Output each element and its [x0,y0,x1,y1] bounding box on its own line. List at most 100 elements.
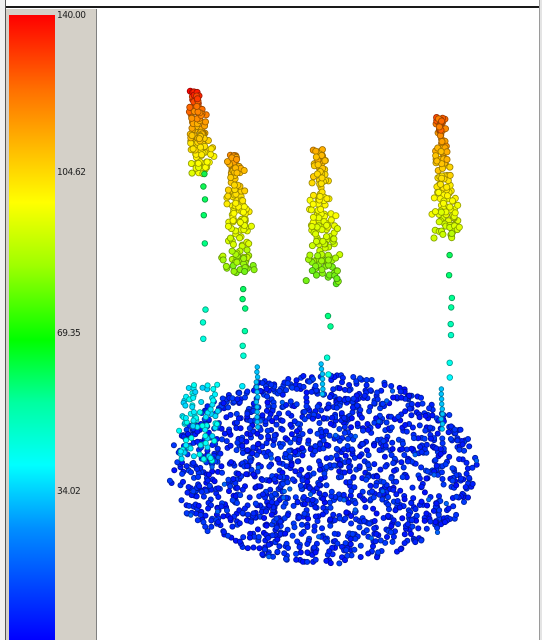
ground-point [310,470,317,477]
ground-point [244,447,251,454]
ground-point [342,452,349,459]
3d-viewport[interactable] [97,9,539,640]
ground-point [204,477,211,484]
ground-point [418,537,425,544]
ground-point [357,554,364,561]
tree-crown-point [308,179,316,187]
window-top-border [0,0,542,8]
ground-point [244,388,251,395]
ground-point [288,431,295,438]
ground-point [372,482,379,489]
shrub-point [214,408,221,415]
ground-point [427,518,434,525]
ground-point [408,517,415,524]
shrub-point [202,440,209,447]
ground-point [372,538,379,545]
ground-point [286,447,293,454]
ground-point [304,541,311,548]
ground-point [351,546,358,553]
shrub-point [192,388,199,395]
ground-point [356,453,363,460]
ground-point [466,443,473,450]
tree-crown-point [448,197,456,205]
shrub-point [207,406,214,413]
ground-point [229,523,236,530]
ground-point [188,469,195,476]
tree-trunk-point [445,272,453,279]
ground-point [381,381,388,388]
ground-point [314,403,321,410]
tree-crown-point [227,173,235,181]
ground-point [363,476,370,483]
ground-point [469,480,476,487]
ground-point [346,381,353,388]
stem-point [438,416,444,422]
ground-point [299,477,306,484]
ground-point [388,424,395,431]
stem-point [319,391,325,397]
point-cloud-canvas[interactable] [97,9,539,640]
ground-point [263,522,270,529]
ground-point [366,408,373,415]
tree-trunk-point [201,170,208,178]
ground-point [405,511,412,518]
ground-point [336,396,343,403]
ground-point [443,500,449,507]
ground-point [440,481,447,488]
ground-point [271,490,278,497]
ground-point [259,476,266,483]
tree-trunk-point [324,312,332,320]
ground-point [327,516,334,523]
ground-point [268,499,275,506]
ground-point [307,491,314,497]
ground-point [217,450,224,457]
ground-point [431,472,437,478]
ground-point [361,497,368,504]
ground-point [293,550,300,557]
stem-point [319,381,326,387]
shrub-point [212,413,219,420]
ground-point [306,378,313,385]
shrub-point [202,432,209,439]
ground-point [422,427,429,434]
tree-trunk-point [448,304,455,311]
ground-point [285,410,292,417]
ground-point [259,551,266,558]
ground-point [296,514,303,521]
tree-trunk-point [239,285,247,293]
ground-point [246,425,253,432]
tree-crown-point [240,254,248,262]
stem-point [318,361,324,367]
ground-point [236,538,243,545]
ground-point [409,523,416,530]
tree-crown-point [314,252,322,260]
ground-point [348,446,355,453]
ground-point [328,488,335,495]
tree-crown-point [443,148,451,156]
ground-point [296,471,303,478]
ground-point [363,527,370,534]
stem-point [254,414,260,420]
tree-crown-point [313,170,321,178]
tree-trunk-point [325,371,332,378]
tree-crown-point [302,277,310,285]
shrub-point [200,455,207,462]
ground-point [288,462,295,469]
tree-crown-point [224,192,232,200]
shrub-point [183,442,190,449]
ground-point [376,447,383,454]
ground-point [321,470,328,477]
ground-point [292,468,299,475]
ground-point [401,451,408,458]
ground-point [287,453,294,460]
ground-point [397,388,404,395]
ground-point [220,513,227,520]
ground-point [264,427,271,434]
ground-point [311,523,318,530]
ground-point [194,517,201,524]
ground-point [263,440,270,447]
ground-point [205,471,212,478]
tree-crown-point [439,230,447,238]
tree-crown-point [222,262,230,270]
ground-point [239,449,246,456]
